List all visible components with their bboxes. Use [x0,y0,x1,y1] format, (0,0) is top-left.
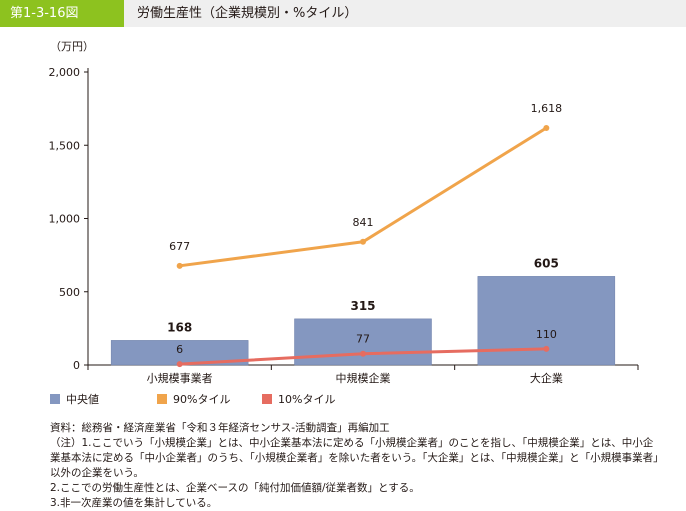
p90-line [179,126,548,268]
legend-label: 中央値 [66,393,99,406]
chart-notes: 資料：総務省・経済産業省「令和３年経済センサス-活動調査」再編加工 （注）1.こ… [50,421,680,511]
y-tick-label: 1,000 [49,213,81,226]
x-category-label: 中規模企業 [336,371,391,385]
note-1c: 以外の企業をいう。 [50,467,144,479]
p10-label: 110 [536,328,557,341]
median-bar-label: 168 [167,320,192,334]
figure-header: 第1-3-16図 労働生産性（企業規模別・%タイル） [0,0,686,27]
y-axis-unit-label: （万円） [50,40,94,53]
p90-point [176,262,183,269]
figure-number: 第1-3-16図 [0,0,124,27]
p10-label: 6 [176,343,183,356]
p10-point [176,361,183,368]
median-bar-label: 605 [534,256,559,270]
y-tick-label: 2,000 [49,66,81,79]
y-tick-label: 0 [73,359,80,372]
x-category-label: 大企業 [530,371,563,385]
p90-label: 677 [169,240,190,253]
note-3: 3.非一次産業の値を集計している。 [50,497,218,509]
x-category-label: 小規模事業者 [147,371,213,385]
y-tick-label: 1,500 [49,139,81,152]
median-bar-label: 315 [350,299,375,313]
p10-label: 77 [356,333,370,346]
p90-point [360,238,366,245]
p90-point [543,124,550,131]
legend-label: 90%タイル [173,393,230,406]
legend-label: 10%タイル [278,393,335,406]
note-1a: （注）1.ここでいう「小規模企業」とは、中小企業基本法に定める「小規模企業者」の… [50,437,654,449]
legend-swatch [262,394,272,404]
source-note: 資料：総務省・経済産業省「令和３年経済センサス-活動調査」再編加工 [50,422,390,434]
productivity-chart: （万円） 0 500 1,000 1,500 2,000 小規模事業者 中規模企業 大企業 168… [49,40,639,406]
note-2: 2.ここでの労働生産性とは、企業ベースの「純付加価値額/従業者数」とする。 [50,482,420,494]
p10-point [360,350,366,357]
p90-label: 1,618 [531,102,563,115]
note-1b: 業基本法に定める「中小企業者」のうち、「小規模企業者」を除いた者をいう。「大企業… [50,452,664,464]
p90-label: 841 [353,216,374,229]
legend-swatch [157,394,167,404]
figure-title: 労働生産性（企業規模別・%タイル） [137,6,358,21]
legend-swatch [50,394,60,404]
p10-point [543,345,550,352]
y-tick-label: 500 [59,286,80,299]
